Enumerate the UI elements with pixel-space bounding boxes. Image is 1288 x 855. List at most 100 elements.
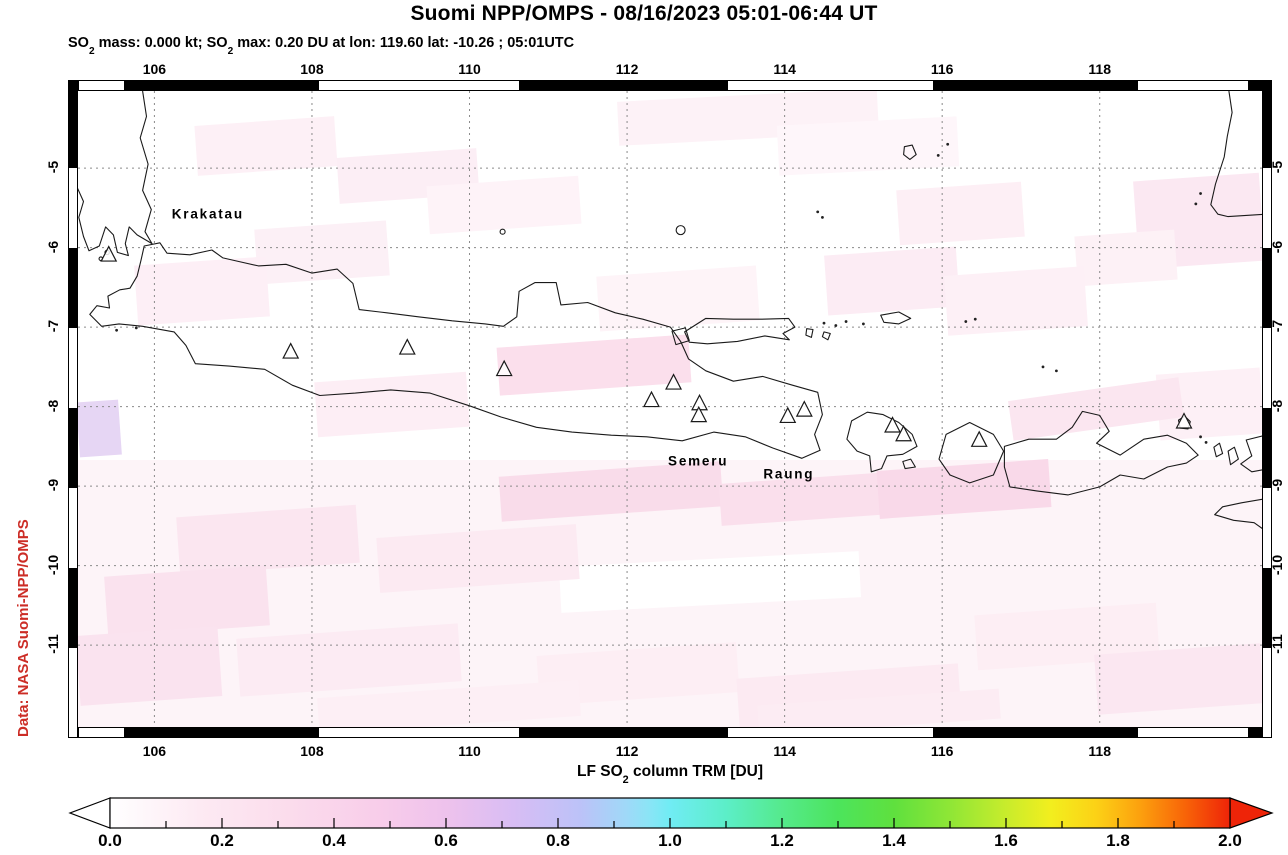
lat-label-left: -9	[45, 478, 61, 492]
lon-label-top: 112	[615, 61, 639, 77]
lon-label-top: 108	[300, 61, 324, 77]
swath-patch	[134, 256, 270, 326]
volcano-label-raung: Raung	[763, 466, 815, 482]
swath-patch	[496, 334, 692, 396]
coastline-lombok	[938, 421, 1005, 484]
volcano-marker	[398, 338, 416, 355]
island-dot	[1194, 202, 1198, 206]
volcano-marker	[495, 359, 513, 377]
volcano-marker	[1175, 412, 1193, 429]
coastline-madura	[684, 317, 796, 345]
coastline-sulawesi	[1210, 91, 1262, 218]
island-dot	[1199, 435, 1202, 439]
lat-label-left: -6	[45, 240, 61, 253]
island-dot	[1041, 365, 1045, 369]
map-border-bottom	[68, 727, 1272, 738]
colorbar-canvas	[68, 797, 1274, 829]
swath-patch	[824, 246, 960, 316]
volcano-marker	[895, 424, 913, 442]
swath-patch	[776, 116, 960, 176]
lat-label-left: -10	[45, 554, 61, 575]
island-outline	[675, 225, 686, 236]
colorbar-tick-label: 0.0	[98, 831, 122, 850]
colorbar-arrow-left	[68, 797, 111, 829]
coastline-flores-tip	[1240, 435, 1262, 473]
coastline-komodo-a	[1213, 442, 1224, 458]
colorbar-title-sub: 2	[622, 774, 629, 787]
island-dot	[861, 322, 865, 326]
swath-patch	[426, 175, 582, 235]
colorbar-tick-label: 0.8	[546, 831, 570, 850]
island-dot	[1054, 369, 1058, 373]
swath-patch	[314, 371, 470, 438]
volcano-marker	[690, 405, 708, 423]
lat-label-right: -8	[1269, 399, 1285, 412]
colorbar-tick-label: 1.0	[658, 831, 682, 850]
lon-label-top: 118	[1088, 61, 1112, 77]
volcano-marker	[282, 342, 300, 359]
coastline-pulau-laut-tip	[903, 144, 917, 160]
coastline-bali	[846, 411, 918, 473]
swath-patch	[376, 524, 580, 593]
colorbar-tick-label: 0.2	[210, 831, 234, 850]
swath-patch	[944, 266, 1088, 336]
lat-label-right: -7	[1269, 319, 1285, 333]
swath-patch	[176, 504, 360, 576]
figure-subtitle: SO2 mass: 0.000 kt; SO2 max: 0.20 DU at …	[68, 35, 574, 57]
swath-patch	[1094, 643, 1262, 715]
coastline-raas	[821, 331, 831, 341]
swath-patch	[559, 551, 861, 613]
swath-patch	[596, 265, 760, 332]
volcano-marker	[795, 400, 813, 417]
island-dot	[844, 320, 848, 323]
swath-patch	[536, 642, 740, 706]
swath-patch	[194, 116, 338, 176]
island-dot	[964, 320, 968, 323]
island-dot	[821, 216, 824, 219]
subtitle-text-1: SO	[68, 35, 89, 51]
coastline-sumbawa	[1003, 410, 1199, 496]
coastline-nusa-penida	[902, 458, 916, 470]
lon-label-bottom: 106	[142, 743, 167, 759]
coastline-sapudi	[805, 328, 814, 338]
coastline-sumatra	[78, 91, 153, 257]
swath-patch	[104, 565, 270, 637]
coastline-komodo-b	[1227, 446, 1239, 466]
volcano-marker	[665, 373, 683, 390]
coastline-surabaya-inlet	[671, 327, 690, 346]
swath-patch	[78, 626, 223, 706]
swath-patch	[896, 181, 1025, 246]
colorbar-tick-label: 0.4	[322, 831, 346, 850]
lat-label-right: -9	[1269, 478, 1285, 492]
map-border-left	[68, 80, 78, 738]
lat-label-right: -11	[1269, 634, 1285, 654]
lon-label-bottom: 112	[615, 743, 639, 759]
coastline-kangean	[880, 311, 912, 325]
swath-patch	[718, 470, 922, 526]
island-dot	[1199, 192, 1202, 195]
lon-label-bottom: 110	[458, 743, 481, 759]
lat-label-left: -8	[45, 399, 61, 412]
volcano-marker	[970, 430, 988, 447]
swath-patch	[498, 461, 724, 522]
lat-label-right: -5	[1269, 160, 1285, 174]
lat-label-left: -7	[45, 319, 61, 333]
subtitle-text-2: mass: 0.000 kt; SO	[94, 35, 228, 51]
colorbar-title-text-1: LF SO	[577, 763, 623, 780]
swath-patch	[254, 220, 390, 285]
colorbar-tick-label: 1.8	[1106, 831, 1130, 850]
swath-patch	[974, 602, 1160, 671]
map-canvas	[78, 91, 1262, 727]
volcano-marker	[884, 416, 902, 433]
island-dot	[1204, 440, 1208, 444]
lon-label-top: 110	[458, 61, 481, 77]
volcano-label-semeru: Semeru	[668, 453, 729, 469]
island-dot	[834, 324, 838, 327]
island-dot	[946, 142, 950, 146]
island-dot	[973, 317, 977, 321]
lon-label-top: 116	[930, 61, 954, 77]
coastline-sumba-tip	[1214, 498, 1262, 529]
island-dot	[936, 153, 940, 157]
lon-label-bottom: 118	[1088, 743, 1112, 759]
colorbar-tick-label: 0.6	[434, 831, 458, 850]
